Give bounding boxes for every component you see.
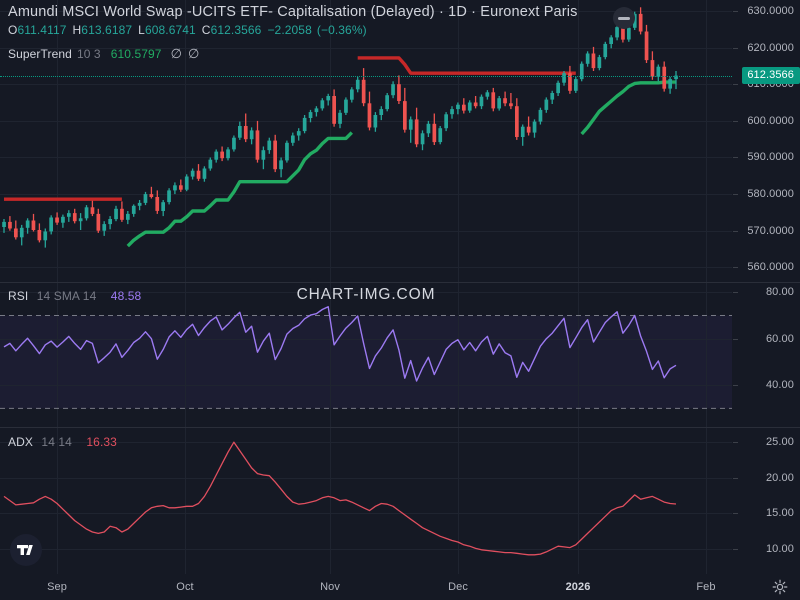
supertrend-legend[interactable]: SuperTrend 10 3 610.5797 ∅ ∅ [8,46,578,62]
symbol-title[interactable]: Amundi MSCI World Swap -UCITS ETF- Capit… [8,4,578,20]
adx-line [0,428,732,574]
collapse-legend-button[interactable] [613,7,635,29]
axis-tick [733,549,738,551]
price-axis[interactable]: 630.0000 620.0000 610.0000 600.0000 590.0000… [732,0,800,282]
time-axis-label: Nov [320,581,340,593]
ohlc-high-value: 613.6187 [81,23,133,37]
pane-separator-2 [0,427,800,428]
axis-label: 60.00 [765,332,794,345]
circle-slash-icon-2[interactable]: ∅ [188,46,200,61]
axis-tick [733,385,738,387]
axis-label: 630.0000 [747,4,794,17]
price-candles [0,0,732,282]
axis-label: 600.0000 [747,114,794,127]
adx-legend[interactable]: ADX 14 14 16.33 [8,435,117,449]
axis-tick [733,120,738,122]
circle-slash-icon-1[interactable]: ∅ [170,46,182,61]
last-price-badge[interactable]: 612.3566 [742,67,800,85]
axis-label: 580.0000 [747,188,794,201]
rsi-pane[interactable] [0,283,732,427]
axis-tick [733,267,738,269]
supertrend-name: SuperTrend [8,47,72,61]
axis-tick [733,10,738,12]
adx-value: 16.33 [86,435,117,449]
supertrend-params: 10 3 [76,47,101,61]
axis-tick [733,47,738,49]
axis-label: 25.00 [765,436,794,449]
ohlc-open-value: 611.4117 [17,23,67,37]
watermark: CHART-IMG.COM [296,286,436,303]
ohlc-high-key: H [72,23,82,37]
axis-label: 80.00 [765,286,794,299]
rsi-name: RSI [8,289,29,303]
time-axis-label: Feb [696,581,716,593]
axis-label: 620.0000 [747,41,794,54]
time-axis-label: 2026 [565,581,591,593]
supertrend-value: 610.5797 [110,47,162,61]
time-axis[interactable]: Sep Oct Nov Dec 2026 Feb [0,574,800,600]
pane-separator-1 [0,282,800,283]
axis-tick [733,157,738,159]
chart-legend: Amundi MSCI World Swap -UCITS ETF- Capit… [8,4,578,62]
price-pane[interactable] [0,0,732,282]
axis-tick [733,230,738,232]
axis-tick [733,84,738,86]
rsi-axis[interactable]: 80.00 60.00 40.00 [732,283,800,427]
axis-label: 560.0000 [747,261,794,274]
rsi-params: 14 SMA 14 [36,289,97,303]
axis-tick [733,338,738,340]
adx-params: 14 14 [41,435,72,449]
gear-icon[interactable] [772,579,788,595]
ohlc-close-key: C [201,23,211,37]
ohlc-change: −2.2058 [267,23,312,37]
time-axis-label: Dec [448,581,468,593]
rsi-value: 48.58 [110,289,142,303]
rsi-legend[interactable]: RSI 14 SMA 14 48.58 [8,289,141,303]
ohlc-change-pct: (−0.36%) [316,23,367,37]
axis-tick [733,194,738,196]
tradingview-logo-icon [17,544,33,555]
axis-label: 20.00 [765,471,794,484]
adx-axis[interactable]: 25.00 20.00 15.00 10.00 [732,428,800,574]
axis-label: 15.00 [765,507,794,520]
axis-label: 570.0000 [747,224,794,237]
rsi-line [0,283,732,427]
time-axis-label: Oct [176,581,194,593]
ohlc-low-key: L [138,23,145,37]
axis-tick [733,513,738,515]
axis-label: 590.0000 [747,151,794,164]
time-axis-label: Sep [47,581,67,593]
axis-tick [733,477,738,479]
adx-name: ADX [8,435,33,449]
ohlc-close-value: 612.3566 [210,23,262,37]
axis-tick [733,442,738,444]
adx-pane[interactable] [0,428,732,574]
ohlc-low-value: 608.6741 [144,23,196,37]
last-price-line [0,75,732,77]
axis-label: 40.00 [765,379,794,392]
ohlc-open-key: O [8,23,18,37]
tradingview-logo[interactable] [10,534,42,566]
ohlc-values: O 611.4117 H 613.6187 L 608.6741 C 612.3566 … [8,22,578,41]
axis-tick [733,292,738,294]
axis-label: 10.00 [765,543,794,556]
